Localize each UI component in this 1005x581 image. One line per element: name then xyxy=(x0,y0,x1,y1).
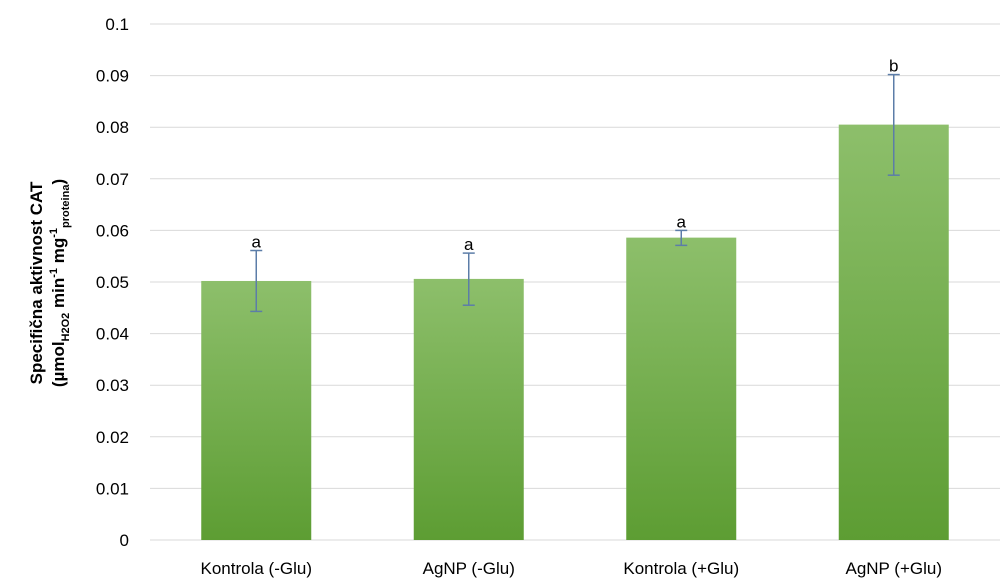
y-tick-label: 0.02 xyxy=(96,428,129,447)
x-category-label: Kontrola (+Glu) xyxy=(623,559,739,578)
x-category-label: AgNP (-Glu) xyxy=(423,559,515,578)
significance-letters: a a a b xyxy=(252,57,899,255)
bar xyxy=(201,280,312,540)
y-tick-label: 0 xyxy=(120,531,129,550)
x-category-labels: Kontrola (-Glu) AgNP (-Glu) Kontrola (+Glu… xyxy=(201,559,943,578)
y-tick-label: 0.04 xyxy=(96,325,129,344)
bar xyxy=(413,278,524,540)
bar xyxy=(626,237,737,540)
bar xyxy=(838,124,949,541)
y-tick-label: 0.01 xyxy=(96,479,129,498)
y-tick-labels: 0 0.01 0.02 0.03 0.04 0.05 0.06 0.07 0.08 0.09 0.1 xyxy=(96,15,129,550)
x-category-label: Kontrola (-Glu) xyxy=(201,559,312,578)
error-bar xyxy=(675,229,688,247)
x-category-label: AgNP (+Glu) xyxy=(845,559,942,578)
y-tick-label: 0.1 xyxy=(105,15,129,34)
y-tick-label: 0.09 xyxy=(96,67,129,86)
significance-letter: a xyxy=(677,212,687,231)
y-axis-title-line2: (µmolH2O2 min-1 mg-1proteina) xyxy=(48,179,72,387)
y-tick-label: 0.08 xyxy=(96,118,129,137)
error-bars xyxy=(250,73,900,313)
y-axis-title: Specifična aktivnost CAT (µmolH2O2 min-1… xyxy=(27,179,72,387)
significance-letter: b xyxy=(889,57,898,76)
significance-letter: a xyxy=(464,235,474,254)
y-tick-label: 0.06 xyxy=(96,221,129,240)
y-tick-label: 0.05 xyxy=(96,273,129,292)
y-axis-title-line1: Specifična aktivnost CAT xyxy=(27,181,46,384)
y-tick-label: 0.07 xyxy=(96,170,129,189)
error-bar xyxy=(250,249,263,313)
bars xyxy=(201,124,949,541)
error-bar xyxy=(462,252,475,306)
significance-letter: a xyxy=(252,233,262,252)
y-tick-label: 0.03 xyxy=(96,376,129,395)
error-bar xyxy=(887,73,900,176)
